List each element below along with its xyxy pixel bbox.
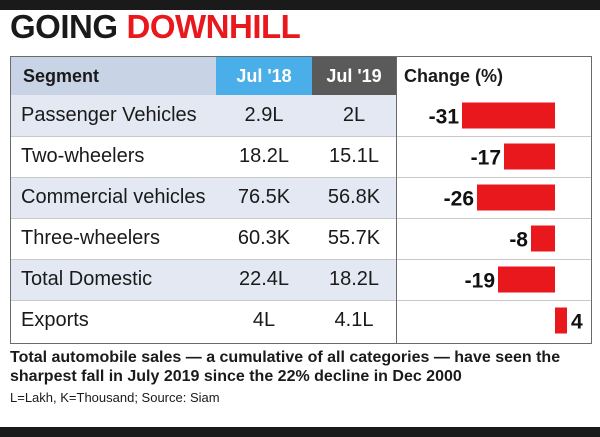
header-change-cell: Change (%)	[397, 57, 591, 95]
top-rule	[0, 0, 600, 10]
jul18-cell: 76.5K	[237, 186, 291, 208]
jul19-cell: 18.2L	[328, 268, 380, 290]
table-row: Passenger Vehicles 2.9L 2L	[11, 95, 591, 136]
segment-cell: Three-wheelers	[21, 227, 160, 249]
chart-title: GOING DOWNHILL	[10, 8, 301, 46]
header-jul19: Jul '19	[326, 66, 382, 86]
title-part-2: DOWNHILL	[126, 8, 301, 45]
table-row: Three-wheelers 60.3K 55.7K	[11, 218, 591, 259]
jul18-cell: 4L	[252, 309, 276, 331]
header-segment: Segment	[23, 66, 100, 86]
change-label: -26	[444, 188, 474, 211]
table-row: Commercial vehicles 76.5K 56.8K	[11, 177, 591, 218]
jul19-cell: 55.7K	[327, 227, 381, 249]
change-bar	[477, 184, 555, 211]
change-label: -19	[465, 270, 495, 293]
row-divider	[11, 177, 591, 178]
jul18-cell: 22.4L	[238, 268, 290, 290]
row-divider	[11, 259, 591, 260]
segment-cell: Two-wheelers	[21, 145, 145, 167]
jul19-cell: 4.1L	[334, 309, 374, 331]
row-divider	[11, 136, 591, 137]
jul19-cell: 15.1L	[328, 145, 380, 167]
change-label: -17	[471, 147, 501, 170]
footer-note: Total automobile sales — a cumulative of…	[10, 349, 561, 385]
change-bar	[555, 307, 567, 334]
segment-cell: Commercial vehicles	[21, 186, 206, 208]
header-change: Change (%)	[404, 66, 503, 86]
table-header: Jul '18 Jul '19 Change (%) Segment	[11, 57, 591, 95]
change-bar	[504, 143, 555, 170]
change-label: -8	[509, 229, 528, 252]
jul18-cell: 60.3K	[237, 227, 291, 249]
change-bar	[498, 266, 555, 293]
header-segment-cell: Segment	[11, 57, 216, 95]
table-row: Exports 4L 4.1L	[11, 300, 591, 341]
row-divider	[11, 218, 591, 219]
header-jul18: Jul '18	[236, 66, 292, 86]
jul18-cell: 2.9L	[244, 104, 284, 126]
divider-change	[396, 57, 397, 343]
footer-source: L=Lakh, K=Thousand; Source: Siam	[10, 390, 220, 405]
change-bars: -31 -17 -26 -8 -19 4	[429, 102, 583, 334]
jul19-cell: 56.8K	[327, 186, 381, 208]
segment-cell: Passenger Vehicles	[21, 104, 197, 126]
change-label: -31	[429, 106, 460, 129]
jul19-cell: 2L	[342, 104, 366, 126]
header-jul18-cell: Jul '18	[216, 57, 312, 95]
header-jul19-cell: Jul '19	[312, 57, 396, 95]
change-label: 4	[571, 311, 583, 334]
segment-cell: Exports	[21, 309, 89, 331]
jul18-cell: 18.2L	[238, 145, 290, 167]
data-table: Jul '18 Jul '19 Change (%) Segment Passe…	[10, 56, 592, 344]
title-part-1: GOING	[10, 8, 118, 45]
change-bar	[462, 102, 555, 129]
table-row: Two-wheelers 18.2L 15.1L	[11, 136, 591, 177]
bottom-rule	[0, 427, 600, 437]
row-divider	[11, 300, 591, 301]
table-row: Total Domestic 22.4L 18.2L	[11, 259, 591, 300]
change-bar	[531, 225, 555, 252]
segment-cell: Total Domestic	[21, 268, 153, 290]
